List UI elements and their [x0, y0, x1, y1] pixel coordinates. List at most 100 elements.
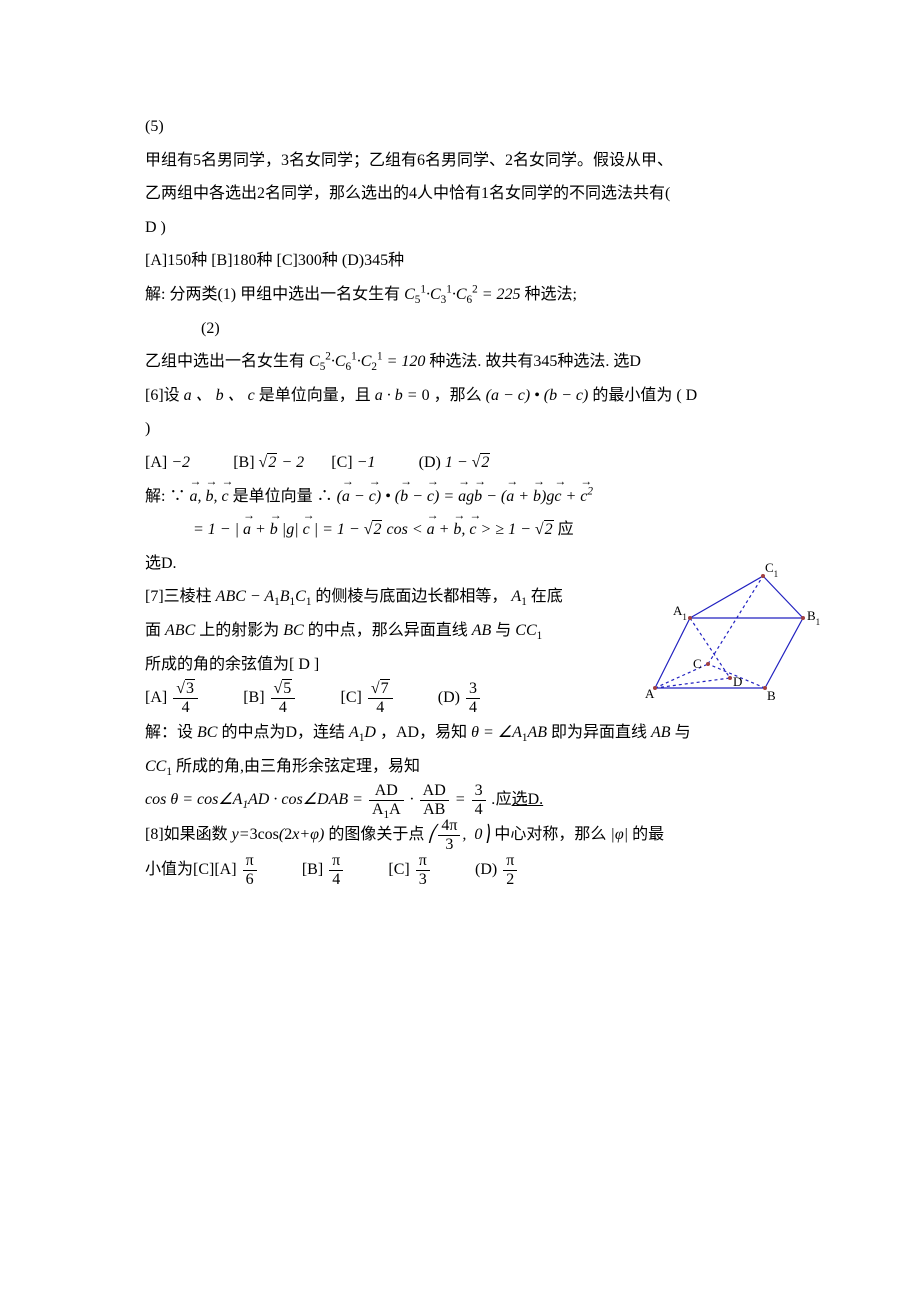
svg-text:A: A — [645, 686, 655, 701]
q7-sol-eq: cos θ = cos∠A1AD · cos∠DAB = ADA1A · ADA… — [145, 783, 775, 818]
opt-d-frac: 34 — [466, 681, 480, 716]
opt-d-label: (D) — [475, 861, 497, 878]
opt-c-label: [C] — [388, 861, 409, 878]
text: 中心对称，那么 — [494, 826, 606, 843]
q5-solution-1: 解: 分两类(1) 甲组中选出一名女生有 C51·C31·C62 = 225 种… — [145, 278, 775, 312]
svg-text:B1: B1 — [807, 608, 820, 627]
opt-d-val: 1 − 2 — [445, 454, 491, 471]
opt-c-frac: 74 — [368, 681, 393, 716]
eq2: = — [455, 791, 470, 808]
text: 应 — [558, 521, 574, 538]
q5-options: [A]150种 [B]180种 [C]300种 (D)345种 — [145, 244, 775, 278]
text: 种选法; — [524, 286, 576, 303]
opt-a-label: [A] — [145, 454, 167, 471]
q6-close: ) — [145, 412, 775, 446]
combinatorics-expr: C52·C61·C21 — [309, 353, 387, 370]
opt-b-label: [B] — [243, 689, 264, 706]
opt-d-frac: π2 — [503, 853, 517, 888]
opt-b-label: [B] — [302, 861, 323, 878]
opt-b-frac: π4 — [329, 853, 343, 888]
prism-figure: A B C D A1 B1 C1 — [630, 560, 830, 710]
fn: y=3cos(2x+φ) — [232, 826, 325, 843]
vecs: a, b, c — [189, 488, 228, 505]
frac2: ADAB — [420, 783, 449, 818]
text: 面 — [145, 622, 161, 639]
expr: = 1 − | a + b |g| c | = 1 − 2 cos < a + … — [193, 521, 554, 538]
text: 所成的角,由三角形余弦定理，易知 — [176, 758, 420, 775]
opt-b-frac: 54 — [271, 681, 296, 716]
prism: ABC − A1B1C1 — [216, 588, 316, 605]
ab: AB — [651, 724, 675, 741]
q5-stem-line1: 甲组有5名男同学，3名女同学；乙组有6名男同学、2名女同学。假设从甲、 — [145, 144, 775, 178]
q6-stem-line1: [6]设 a 、 b 、 c 是单位向量，且 a · b = 0 ，那么 (a … — [145, 379, 775, 413]
text: 的最小值为 ( D — [592, 387, 697, 404]
theta: θ = ∠A1AB — [471, 724, 551, 741]
opt-a-label: [A] — [214, 861, 236, 878]
text: 乙组中选出一名女生有 — [145, 353, 305, 370]
opt-b-label: [B] — [233, 454, 254, 471]
svg-text:B: B — [767, 688, 776, 703]
opt-a-label: [A] — [145, 689, 167, 706]
opt-d-label: (D) — [438, 689, 460, 706]
bc: BC — [197, 724, 221, 741]
q8-stem-line2: 小值为[C][A] π6 [B] π4 [C] π3 (D) π2 — [145, 853, 775, 888]
frac1: ADA1A — [369, 783, 404, 818]
text: 的侧棱与底面边长都相等， — [315, 588, 507, 605]
text: 与 — [675, 724, 691, 741]
svg-text:C1: C1 — [765, 560, 778, 579]
dot-zero: a · b = 0 — [375, 387, 430, 404]
text: 在底 — [531, 588, 563, 605]
svg-text:A1: A1 — [673, 603, 687, 622]
text: 即为异面直线 — [551, 724, 647, 741]
abs-phi: |φ| — [610, 826, 628, 843]
text: 小值为[C] — [145, 861, 214, 878]
value: = 120 — [387, 353, 426, 370]
bc: BC — [283, 622, 307, 639]
text: 解：设 — [145, 724, 193, 741]
q5-stem-line2: 乙两组中各选出2名同学，那么选出的4人中恰有1名女同学的不同选法共有( — [145, 177, 775, 211]
text: ，那么 — [434, 387, 482, 404]
svg-text:C: C — [693, 656, 702, 671]
prism-svg: A B C D A1 B1 C1 — [630, 560, 830, 710]
eq: cos θ = cos∠A1AD · cos∠DAB = — [145, 791, 367, 808]
opt-b-val: 2 − 2 — [259, 454, 305, 471]
text: 的最 — [632, 826, 664, 843]
q6-sol-line2: = 1 − | a + b |g| c | = 1 − 2 cos < a + … — [145, 513, 775, 547]
opt-a-frac: 34 — [173, 681, 198, 716]
opt-a-frac: π6 — [243, 853, 257, 888]
dot: · — [410, 791, 418, 808]
text: 解: 分两类(1) 甲组中选出一名女生有 — [145, 286, 400, 303]
text: 的中点为D，连结 — [221, 724, 345, 741]
text: 的图像关于点 — [328, 826, 424, 843]
q5-stem-line3: D ) — [145, 211, 775, 245]
expr: (a − c) • (b − c) = agb − (a + b)gc + c2 — [337, 488, 593, 505]
opt-a-val: −2 — [171, 454, 190, 471]
q8-stem-line1: [8]如果函数 y=3cos(2x+φ) 的图像关于点 ⎛4π3, 0⎞ 中心对… — [145, 818, 775, 853]
text: 解: ∵ — [145, 488, 185, 505]
q7-sol-line2: CC1 所成的角,由三角形余弦定理，易知 — [145, 750, 775, 784]
combinatorics-expr: C51·C31·C62 — [404, 286, 482, 303]
svg-text:D: D — [733, 674, 742, 689]
value: = 225 — [482, 286, 521, 303]
q5-sub2-label: (2) — [145, 312, 775, 346]
q7-sol-line1: 解：设 BC 的中点为D，连结 A1D ，AD，易知 θ = ∠A1AB 即为异… — [145, 716, 775, 750]
a1d: A1D — [349, 724, 376, 741]
text: 上的射影为 — [199, 622, 279, 639]
a1: A1 — [511, 588, 530, 605]
text: 是单位向量，且 — [259, 387, 371, 404]
ab: AB — [472, 622, 496, 639]
page: (5) 甲组有5名男同学，3名女同学；乙组有6名男同学、2名女同学。假设从甲、 … — [0, 0, 920, 1302]
text: 种选法. 故共有345种选法. 选D — [429, 353, 641, 370]
opt-c-label: [C] — [340, 689, 361, 706]
cc1: CC1 — [515, 622, 542, 639]
text: [6]设 — [145, 387, 180, 404]
frac3: 34 — [472, 783, 486, 818]
vars: a 、 b 、 c — [184, 387, 259, 404]
opt-c-frac: π3 — [416, 853, 430, 888]
text: ，AD，易知 — [380, 724, 467, 741]
text: 应选D. — [496, 791, 544, 808]
expr: (a − c) • (b − c) — [486, 387, 589, 404]
text: 的中点，那么异面直线 — [308, 622, 468, 639]
q5-number: (5) — [145, 110, 775, 144]
cc1: CC1 — [145, 758, 172, 775]
